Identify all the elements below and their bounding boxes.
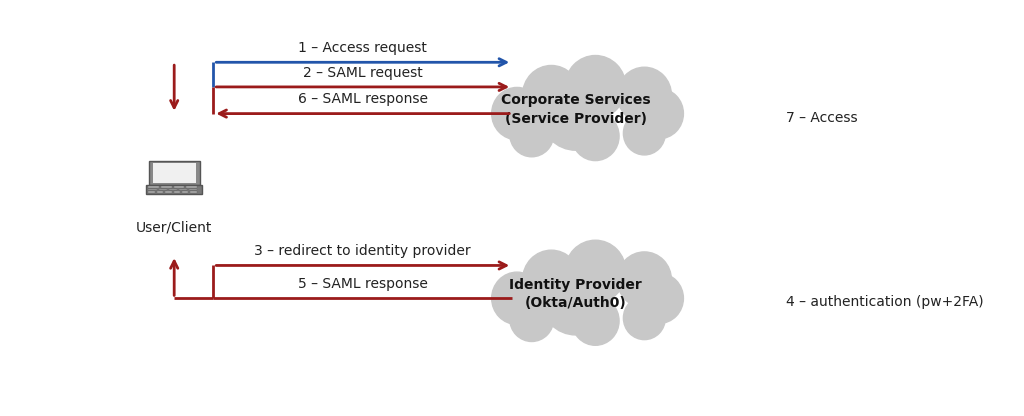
FancyBboxPatch shape [190,191,197,193]
FancyBboxPatch shape [174,186,184,188]
Ellipse shape [522,65,580,125]
Ellipse shape [571,297,620,345]
Text: 7 – Access: 7 – Access [786,111,858,125]
Ellipse shape [565,55,626,118]
Ellipse shape [624,111,666,155]
Text: Identity Provider
(Okta/Auth0): Identity Provider (Okta/Auth0) [509,278,642,310]
Ellipse shape [522,250,580,310]
FancyBboxPatch shape [188,188,197,190]
Ellipse shape [617,252,672,308]
FancyBboxPatch shape [157,191,163,193]
Ellipse shape [565,240,626,303]
FancyBboxPatch shape [146,185,202,194]
FancyBboxPatch shape [182,191,188,193]
Ellipse shape [571,112,620,161]
Text: User/Client: User/Client [136,220,212,234]
Text: 6 – SAML response: 6 – SAML response [298,92,428,106]
Text: 2 – SAML request: 2 – SAML request [303,66,423,79]
FancyBboxPatch shape [174,191,180,193]
Ellipse shape [492,272,543,324]
FancyBboxPatch shape [165,191,172,193]
Ellipse shape [617,67,672,123]
FancyBboxPatch shape [159,188,167,190]
Text: 4 – authentication (pw+2FA): 4 – authentication (pw+2FA) [786,295,984,310]
Text: 5 – SAML response: 5 – SAML response [298,277,428,291]
Text: Corporate Services
(Service Provider): Corporate Services (Service Provider) [501,93,650,126]
FancyBboxPatch shape [148,191,155,193]
Ellipse shape [635,89,683,139]
FancyBboxPatch shape [186,186,197,188]
Ellipse shape [492,87,543,140]
Ellipse shape [541,77,611,150]
FancyBboxPatch shape [161,186,172,188]
FancyBboxPatch shape [178,188,186,190]
FancyBboxPatch shape [148,186,159,188]
FancyBboxPatch shape [148,161,200,185]
Ellipse shape [541,262,611,335]
Text: 3 – redirect to identity provider: 3 – redirect to identity provider [254,244,471,258]
Text: 1 – Access request: 1 – Access request [298,41,427,55]
FancyBboxPatch shape [169,188,177,190]
Ellipse shape [510,111,554,157]
Ellipse shape [624,296,666,339]
Ellipse shape [510,296,554,342]
Ellipse shape [635,273,683,323]
FancyBboxPatch shape [148,188,157,190]
FancyBboxPatch shape [153,163,196,183]
